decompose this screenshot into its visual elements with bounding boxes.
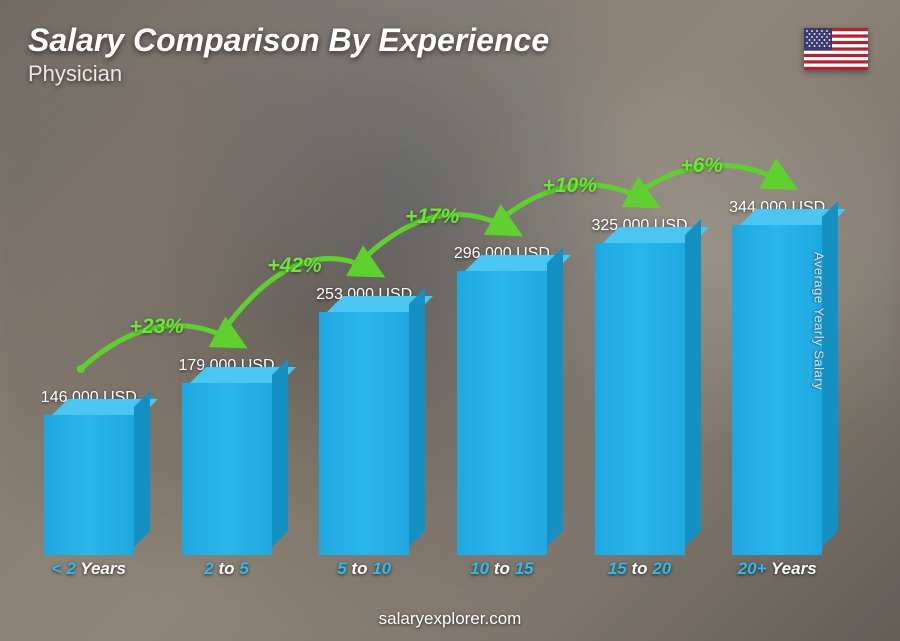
bar — [182, 383, 272, 555]
chart-subtitle: Physician — [28, 61, 549, 87]
x-axis-label: < 2 Years — [20, 559, 158, 589]
bar — [595, 243, 685, 555]
bar — [319, 312, 409, 555]
header: Salary Comparison By Experience Physicia… — [28, 22, 549, 87]
y-axis-label: Average Yearly Salary — [811, 251, 826, 389]
growth-percent-label: +10% — [543, 174, 597, 198]
footer-attribution: salaryexplorer.com — [0, 609, 900, 629]
x-axis-label: 15 to 20 — [571, 559, 709, 589]
bar — [732, 225, 822, 555]
bar — [457, 271, 547, 555]
growth-percent-label: +23% — [130, 315, 184, 339]
x-axis-label: 10 to 15 — [433, 559, 571, 589]
bar-group: 253,000 USD — [295, 110, 433, 555]
chart-title: Salary Comparison By Experience — [28, 22, 549, 59]
x-axis-label: 5 to 10 — [295, 559, 433, 589]
growth-percent-label: +42% — [267, 254, 321, 278]
growth-percent-label: +17% — [405, 205, 459, 229]
country-flag-icon — [804, 28, 868, 70]
x-axis-label: 20+ Years — [708, 559, 846, 589]
growth-percent-label: +6% — [680, 154, 723, 178]
x-axis: < 2 Years2 to 55 to 1010 to 1515 to 2020… — [20, 559, 846, 589]
chart-area: 146,000 USD179,000 USD253,000 USD296,000… — [20, 110, 846, 589]
x-axis-label: 2 to 5 — [158, 559, 296, 589]
bar — [44, 415, 134, 555]
